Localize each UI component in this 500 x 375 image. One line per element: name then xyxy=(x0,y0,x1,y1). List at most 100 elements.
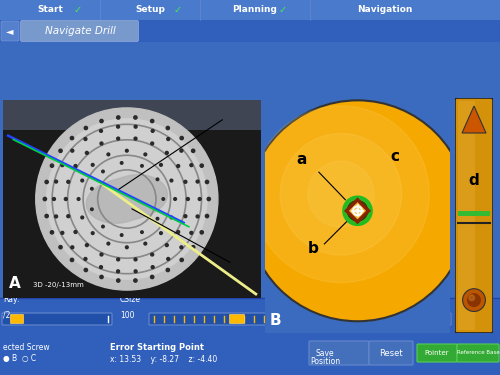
Text: ected Screw: ected Screw xyxy=(3,342,50,351)
Circle shape xyxy=(150,142,154,145)
FancyBboxPatch shape xyxy=(0,0,500,20)
Circle shape xyxy=(174,198,176,200)
Circle shape xyxy=(92,232,94,234)
Circle shape xyxy=(61,231,64,234)
Circle shape xyxy=(140,165,143,167)
Text: ✓: ✓ xyxy=(279,5,287,15)
Text: b: b xyxy=(308,241,318,256)
Circle shape xyxy=(36,108,218,290)
Circle shape xyxy=(252,106,430,283)
Circle shape xyxy=(167,138,170,141)
Circle shape xyxy=(86,152,88,154)
Text: Setup: Setup xyxy=(135,6,165,15)
Text: c: c xyxy=(390,149,400,164)
Circle shape xyxy=(81,216,84,219)
Circle shape xyxy=(167,258,170,260)
Text: Reset: Reset xyxy=(379,348,403,357)
Circle shape xyxy=(116,137,119,140)
Circle shape xyxy=(84,268,87,272)
Circle shape xyxy=(84,138,87,141)
FancyBboxPatch shape xyxy=(3,100,261,298)
Circle shape xyxy=(166,244,168,247)
Circle shape xyxy=(150,275,154,279)
Circle shape xyxy=(107,153,110,156)
FancyBboxPatch shape xyxy=(304,313,451,325)
Circle shape xyxy=(116,270,119,273)
Circle shape xyxy=(156,217,159,220)
FancyBboxPatch shape xyxy=(458,101,475,330)
Circle shape xyxy=(116,125,119,128)
Circle shape xyxy=(170,179,173,182)
Circle shape xyxy=(198,198,201,201)
Polygon shape xyxy=(86,175,168,223)
Circle shape xyxy=(308,161,374,227)
Circle shape xyxy=(144,153,146,156)
Circle shape xyxy=(180,258,184,261)
Circle shape xyxy=(54,215,58,218)
Circle shape xyxy=(166,268,170,272)
Circle shape xyxy=(462,289,485,312)
FancyBboxPatch shape xyxy=(417,344,457,362)
FancyBboxPatch shape xyxy=(149,313,306,325)
Circle shape xyxy=(468,294,480,306)
Circle shape xyxy=(134,116,137,119)
Circle shape xyxy=(150,119,154,123)
Circle shape xyxy=(59,149,62,153)
Text: ✓: ✓ xyxy=(74,5,82,15)
Circle shape xyxy=(180,246,183,249)
Text: ✓: ✓ xyxy=(174,5,182,15)
Text: ● B  ○ C: ● B ○ C xyxy=(3,354,36,363)
Circle shape xyxy=(100,275,103,279)
Circle shape xyxy=(84,258,87,260)
Text: CSize: CSize xyxy=(120,295,141,304)
Circle shape xyxy=(160,164,162,166)
Circle shape xyxy=(469,295,474,301)
Circle shape xyxy=(180,149,183,152)
Text: x: 13.53    y: -8.27    z: -4.40: x: 13.53 y: -8.27 z: -4.40 xyxy=(110,354,217,363)
Circle shape xyxy=(107,242,110,245)
Circle shape xyxy=(134,258,137,261)
Circle shape xyxy=(134,137,137,140)
FancyBboxPatch shape xyxy=(230,315,244,324)
Text: d: d xyxy=(468,173,479,188)
Circle shape xyxy=(90,208,93,210)
Text: Navigate Drill: Navigate Drill xyxy=(44,26,116,36)
Circle shape xyxy=(134,270,137,273)
FancyBboxPatch shape xyxy=(10,315,24,324)
Circle shape xyxy=(46,119,207,279)
FancyBboxPatch shape xyxy=(309,341,369,365)
Circle shape xyxy=(196,215,199,218)
Circle shape xyxy=(126,246,128,249)
Text: A: A xyxy=(9,276,21,291)
Circle shape xyxy=(166,152,168,154)
Text: a: a xyxy=(297,152,307,167)
Circle shape xyxy=(247,100,468,321)
Circle shape xyxy=(86,244,88,247)
Circle shape xyxy=(151,266,154,268)
Circle shape xyxy=(50,231,53,234)
Circle shape xyxy=(356,209,359,213)
Text: Position: Position xyxy=(310,357,340,366)
Circle shape xyxy=(192,246,195,249)
FancyBboxPatch shape xyxy=(420,315,434,324)
Circle shape xyxy=(102,225,104,228)
Circle shape xyxy=(64,198,68,201)
Circle shape xyxy=(184,180,187,183)
Circle shape xyxy=(45,214,48,217)
FancyBboxPatch shape xyxy=(1,21,19,41)
Circle shape xyxy=(180,136,184,140)
FancyBboxPatch shape xyxy=(3,100,261,130)
Text: Planning: Planning xyxy=(232,6,278,15)
Circle shape xyxy=(116,279,120,282)
Circle shape xyxy=(43,197,46,201)
Text: Start: Start xyxy=(37,6,63,15)
Circle shape xyxy=(134,125,137,128)
Text: Ray:: Ray: xyxy=(3,295,20,304)
Circle shape xyxy=(71,149,74,152)
Circle shape xyxy=(100,253,103,256)
Circle shape xyxy=(74,165,77,168)
Polygon shape xyxy=(462,106,486,133)
Circle shape xyxy=(160,232,162,234)
Circle shape xyxy=(102,170,104,173)
Circle shape xyxy=(206,180,208,184)
